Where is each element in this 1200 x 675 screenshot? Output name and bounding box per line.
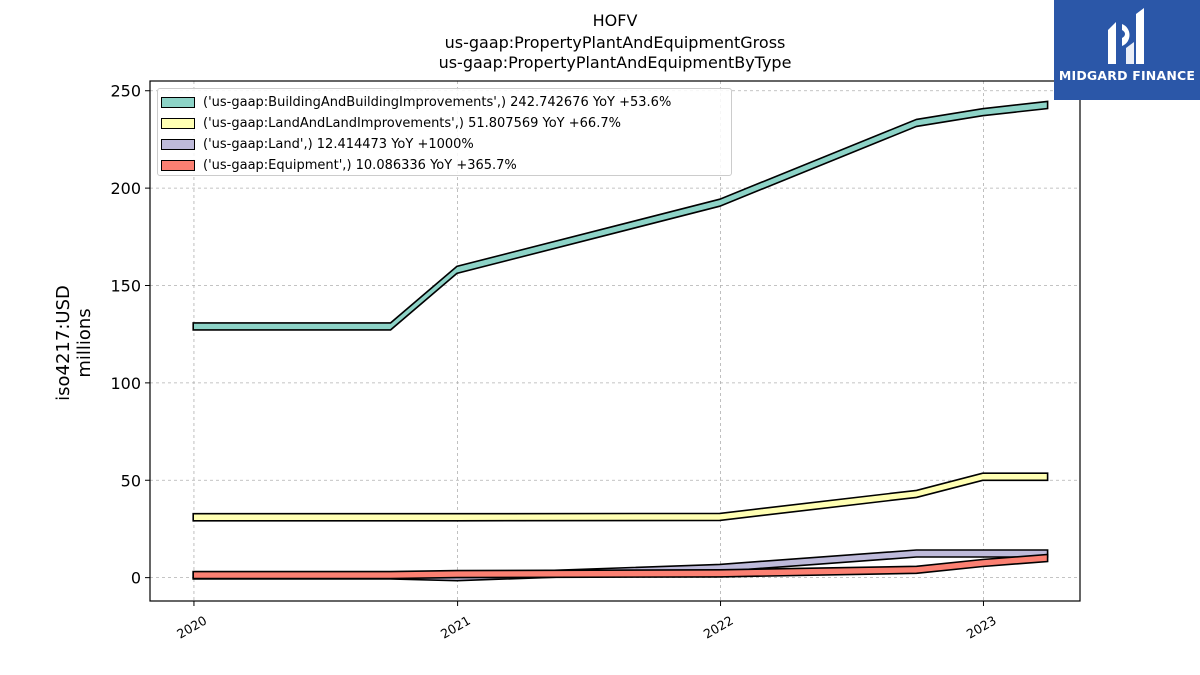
legend-item-land: ('us-gaap:Land',) 12.414473 YoY +1000% (158, 134, 731, 155)
legend-swatch-land (161, 139, 195, 150)
legend-label-building: ('us-gaap:BuildingAndBuildingImprovement… (203, 95, 672, 110)
series-0-band (192, 100, 1049, 331)
legend-swatch-land-improvements (161, 118, 195, 129)
midgard-logo-icon (1108, 8, 1144, 64)
title-line-2: us-gaap:PropertyPlantAndEquipmentGross (444, 33, 786, 52)
title-line-1: HOFV (592, 11, 638, 30)
legend-swatch-building (161, 97, 195, 108)
series-1-band (192, 472, 1049, 522)
series-layer (192, 100, 1049, 582)
legend-item-building: ('us-gaap:BuildingAndBuildingImprovement… (158, 92, 731, 113)
x-tick-label: 2022 (701, 613, 736, 642)
series-3-band (192, 553, 1049, 580)
y-tick-label: 0 (131, 569, 141, 588)
y-tick-label: 150 (110, 276, 141, 295)
x-tick-label: 2021 (438, 613, 473, 642)
y-axis-label: iso4217:USD millions (53, 285, 95, 401)
legend-label-land-improvements: ('us-gaap:LandAndLandImprovements',) 51.… (203, 116, 621, 131)
brand-logo: MIDGARD FINANCE (1054, 0, 1200, 100)
y-axis-label-line-2: millions (74, 308, 95, 378)
y-axis-label-line-1: iso4217:USD (53, 285, 74, 401)
y-tick-label: 250 (110, 82, 141, 101)
legend-label-equipment: ('us-gaap:Equipment',) 10.086336 YoY +36… (203, 158, 517, 173)
x-tick-label: 2020 (174, 613, 209, 642)
legend-item-equipment: ('us-gaap:Equipment',) 10.086336 YoY +36… (158, 155, 731, 176)
legend-swatch-equipment (161, 160, 195, 171)
plot-frame (149, 80, 1081, 602)
y-tick-label: 100 (110, 374, 141, 393)
y-tick-label: 200 (110, 179, 141, 198)
x-tick-label: 2023 (964, 613, 999, 642)
y-tick-label: 50 (121, 471, 141, 490)
legend: ('us-gaap:BuildingAndBuildingImprovement… (157, 88, 732, 176)
brand-logo-text: MIDGARD FINANCE (1058, 68, 1196, 83)
legend-label-land: ('us-gaap:Land',) 12.414473 YoY +1000% (203, 137, 474, 152)
title-line-3: us-gaap:PropertyPlantAndEquipmentByType (438, 53, 792, 72)
legend-item-land-improvements: ('us-gaap:LandAndLandImprovements',) 51.… (158, 113, 731, 134)
axes: 0 50 100 150 200 250 2020 2021 2022 2023 (110, 82, 998, 642)
